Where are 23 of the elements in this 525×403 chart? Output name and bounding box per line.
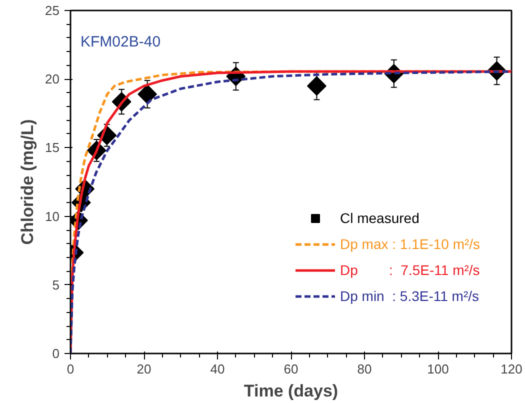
x-tick-label: 80: [357, 362, 372, 376]
legend-label: Cl measured: [340, 210, 420, 226]
legend-label: Dp : 7.5E-11 m²/s: [340, 262, 480, 278]
x-tick-label: 120: [500, 362, 522, 376]
y-tick-label: 5: [52, 277, 60, 292]
y-tick-label: 10: [45, 208, 60, 224]
point: [138, 84, 157, 104]
x-tick-label: 60: [284, 362, 298, 376]
x-tick-label: 20: [136, 362, 152, 376]
line-series: [70, 70, 512, 354]
legend-label: Dp min : 5.3E-11 m²/s: [340, 288, 480, 304]
x-tick-label: 40: [210, 362, 225, 376]
y-tick-label: 25: [45, 3, 60, 18]
y-tick-label: 0: [52, 346, 60, 361]
legend-label: Dp max : 1.1E-10 m²/s: [340, 236, 480, 252]
x-tick-label: 100: [427, 362, 449, 376]
point: [307, 76, 326, 96]
annotation: KFM02B-40: [80, 34, 161, 50]
y-axis-title: Chloride (mg/L): [18, 119, 38, 245]
y-tick-label: 15: [45, 140, 60, 156]
x-tick-label: 0: [66, 362, 74, 376]
x-axis-title: Time (days): [244, 382, 338, 400]
y-tick-label: 20: [45, 72, 60, 87]
